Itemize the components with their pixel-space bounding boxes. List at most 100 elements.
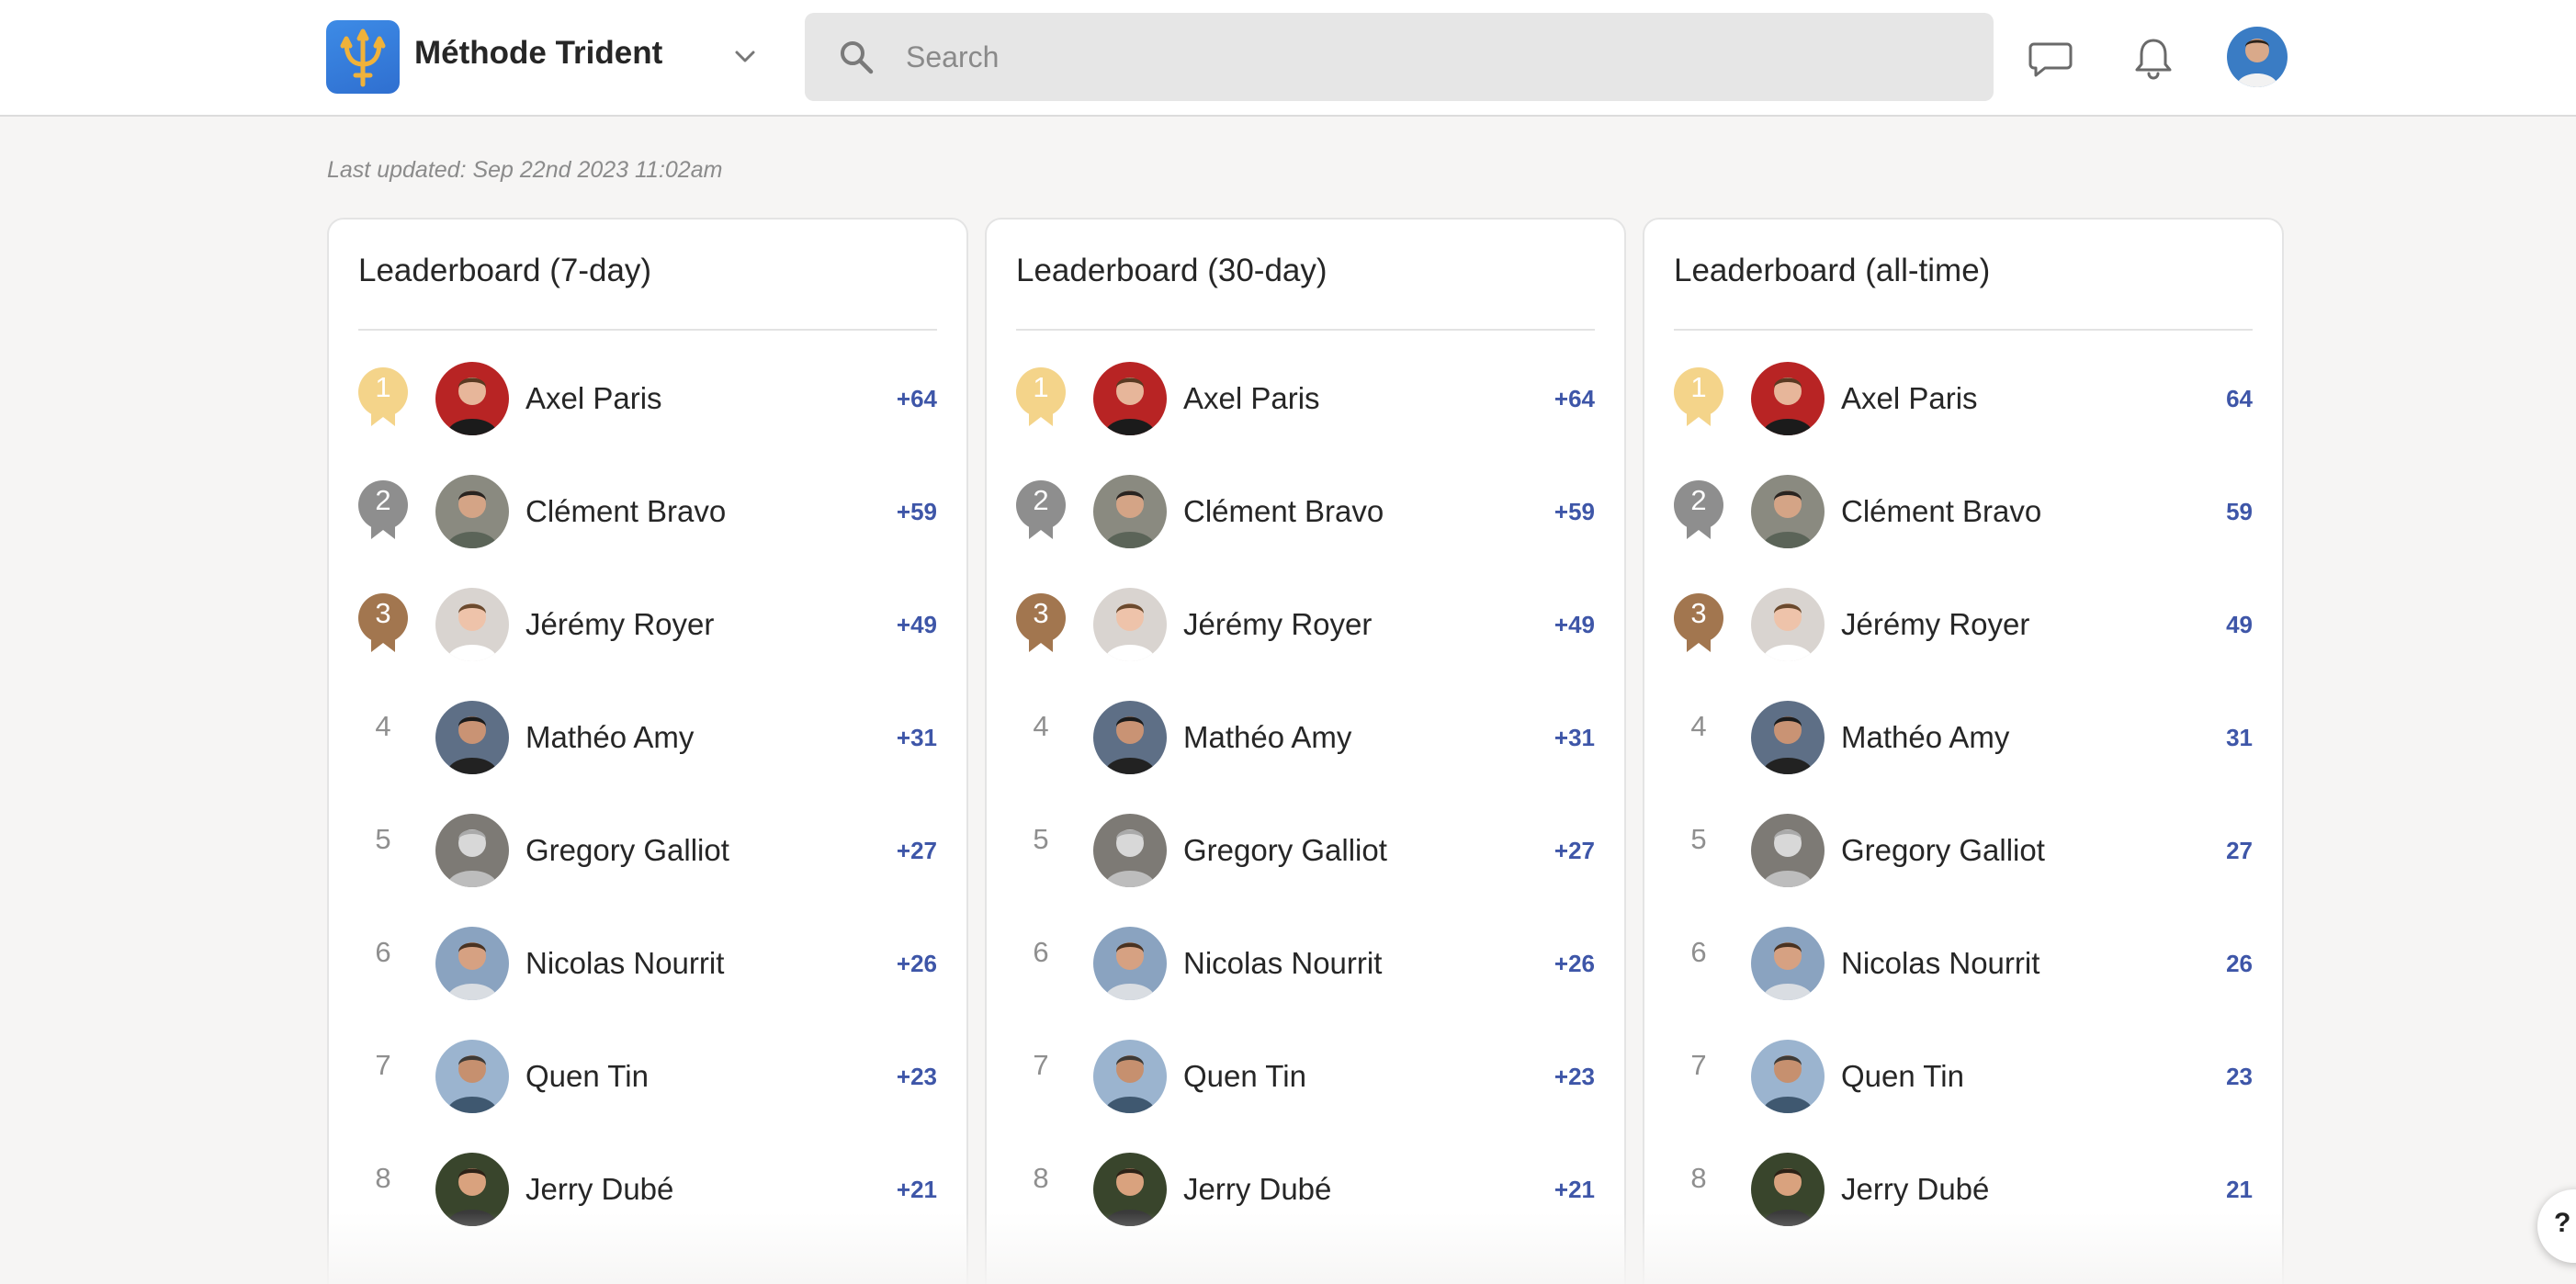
member-name[interactable]: Quen Tin [1841, 1059, 1964, 1093]
leaderboard-row[interactable]: 3 Jérémy Royer 49 [1644, 569, 2282, 682]
member-avatar[interactable] [435, 927, 509, 1000]
member-avatar[interactable] [1093, 814, 1167, 887]
member-name[interactable]: Jérémy Royer [1841, 607, 2030, 641]
member-points: +21 [1554, 1176, 1595, 1203]
member-avatar[interactable] [1751, 814, 1825, 887]
member-name[interactable]: Clément Bravo [525, 494, 727, 528]
member-avatar[interactable] [435, 475, 509, 548]
rank-number: 5 [1033, 823, 1049, 855]
member-avatar[interactable] [1093, 1040, 1167, 1113]
community-logo[interactable] [326, 20, 400, 94]
member-name[interactable]: Axel Paris [525, 381, 662, 415]
leaderboard-row[interactable]: 2 Clément Bravo +59 [329, 456, 966, 569]
community-name[interactable]: Méthode Trident [414, 35, 663, 71]
member-avatar[interactable] [1093, 1153, 1167, 1226]
leaderboard-row[interactable]: 7 Quen Tin +23 [987, 1021, 1624, 1134]
member-avatar[interactable] [1751, 588, 1825, 661]
member-name[interactable]: Nicolas Nourrit [1841, 946, 2040, 980]
member-avatar[interactable] [1093, 362, 1167, 435]
leaderboard-card: Leaderboard (7-day) 1 Axel Paris +64 2 Clémen… [327, 218, 968, 1284]
rank-number: 2 [1033, 484, 1049, 516]
leaderboard-row[interactable]: 4 Mathéo Amy 31 [1644, 682, 2282, 795]
member-name[interactable]: Mathéo Amy [525, 720, 695, 754]
leaderboard-card: Leaderboard (all-time) 1 Axel Paris 64 2 Clém… [1643, 218, 2284, 1284]
leaderboard-row[interactable]: 7 Quen Tin +23 [329, 1021, 966, 1134]
member-name[interactable]: Axel Paris [1183, 381, 1320, 415]
member-name[interactable]: Jérémy Royer [1183, 607, 1373, 641]
leaderboard-row[interactable]: 2 Clément Bravo +59 [987, 456, 1624, 569]
chevron-down-icon[interactable] [731, 42, 759, 70]
leaderboard-row[interactable]: 6 Nicolas Nourrit +26 [987, 908, 1624, 1021]
chat-icon[interactable] [2027, 35, 2074, 83]
rank-number: 3 [1033, 597, 1049, 629]
user-avatar[interactable] [2227, 27, 2288, 87]
top-navigation-bar: Méthode Trident [0, 0, 2576, 117]
member-points: +49 [896, 611, 937, 638]
member-avatar[interactable] [1093, 588, 1167, 661]
leaderboard-row[interactable]: 5 Gregory Galliot 27 [1644, 795, 2282, 908]
member-name[interactable]: Jérémy Royer [525, 607, 715, 641]
member-avatar[interactable] [435, 1040, 509, 1113]
member-points: 59 [2226, 498, 2253, 525]
member-name[interactable]: Nicolas Nourrit [525, 946, 725, 980]
member-avatar[interactable] [1751, 927, 1825, 1000]
rank-number: 2 [1690, 484, 1707, 516]
member-avatar[interactable] [1751, 701, 1825, 774]
leaderboard-row[interactable]: 6 Nicolas Nourrit 26 [1644, 908, 2282, 1021]
member-avatar[interactable] [1093, 701, 1167, 774]
member-name[interactable]: Clément Bravo [1183, 494, 1384, 528]
member-avatar[interactable] [1093, 927, 1167, 1000]
member-avatar[interactable] [1751, 475, 1825, 548]
member-name[interactable]: Quen Tin [525, 1059, 649, 1093]
member-points: +59 [1554, 498, 1595, 525]
leaderboard-row[interactable]: 2 Clément Bravo 59 [1644, 456, 2282, 569]
leaderboard-row[interactable]: 1 Axel Paris +64 [329, 344, 966, 456]
member-name[interactable]: Gregory Galliot [1183, 833, 1387, 867]
member-name[interactable]: Nicolas Nourrit [1183, 946, 1383, 980]
rank-number: 1 [375, 371, 391, 403]
member-name[interactable]: Gregory Galliot [1841, 833, 2045, 867]
leaderboard-row[interactable]: 8 Jerry Dubé +21 [987, 1134, 1624, 1247]
leaderboard-row[interactable]: 8 Jerry Dubé 21 [1644, 1134, 2282, 1247]
member-points: 23 [2226, 1063, 2253, 1090]
member-avatar[interactable] [435, 362, 509, 435]
member-name[interactable]: Mathéo Amy [1841, 720, 2010, 754]
leaderboard-row[interactable]: 4 Mathéo Amy +31 [987, 682, 1624, 795]
leaderboard-row[interactable]: 1 Axel Paris +64 [987, 344, 1624, 456]
member-avatar[interactable] [435, 701, 509, 774]
member-name[interactable]: Jerry Dubé [1183, 1172, 1332, 1206]
leaderboard-row[interactable]: 5 Gregory Galliot +27 [987, 795, 1624, 908]
rank-number: 4 [1690, 710, 1707, 742]
member-avatar[interactable] [435, 814, 509, 887]
leaderboard-row[interactable]: 5 Gregory Galliot +27 [329, 795, 966, 908]
help-button[interactable]: ? [2537, 1189, 2576, 1263]
leaderboard-row[interactable]: 7 Quen Tin 23 [1644, 1021, 2282, 1134]
bell-icon[interactable] [2130, 35, 2177, 83]
member-points: +31 [896, 724, 937, 751]
leaderboard-row[interactable]: 6 Nicolas Nourrit +26 [329, 908, 966, 1021]
member-name[interactable]: Axel Paris [1841, 381, 1978, 415]
leaderboard-row[interactable]: 1 Axel Paris 64 [1644, 344, 2282, 456]
member-avatar[interactable] [1751, 1040, 1825, 1113]
member-avatar[interactable] [435, 1153, 509, 1226]
rank-medal-icon [358, 367, 408, 426]
member-points: +26 [1554, 950, 1595, 977]
search-input[interactable] [906, 29, 1962, 84]
member-name[interactable]: Clément Bravo [1841, 494, 2042, 528]
rank-number: 7 [375, 1049, 391, 1081]
leaderboard-row[interactable]: 3 Jérémy Royer +49 [987, 569, 1624, 682]
rank-number: 4 [1033, 710, 1049, 742]
member-avatar[interactable] [1751, 362, 1825, 435]
member-name[interactable]: Jerry Dubé [525, 1172, 674, 1206]
member-name[interactable]: Gregory Galliot [525, 833, 729, 867]
member-avatar[interactable] [435, 588, 509, 661]
rank-number: 6 [1690, 936, 1707, 968]
leaderboard-row[interactable]: 4 Mathéo Amy +31 [329, 682, 966, 795]
member-avatar[interactable] [1751, 1153, 1825, 1226]
member-name[interactable]: Mathéo Amy [1183, 720, 1352, 754]
leaderboard-row[interactable]: 3 Jérémy Royer +49 [329, 569, 966, 682]
member-name[interactable]: Quen Tin [1183, 1059, 1306, 1093]
leaderboard-row[interactable]: 8 Jerry Dubé +21 [329, 1134, 966, 1247]
member-avatar[interactable] [1093, 475, 1167, 548]
member-name[interactable]: Jerry Dubé [1841, 1172, 1990, 1206]
